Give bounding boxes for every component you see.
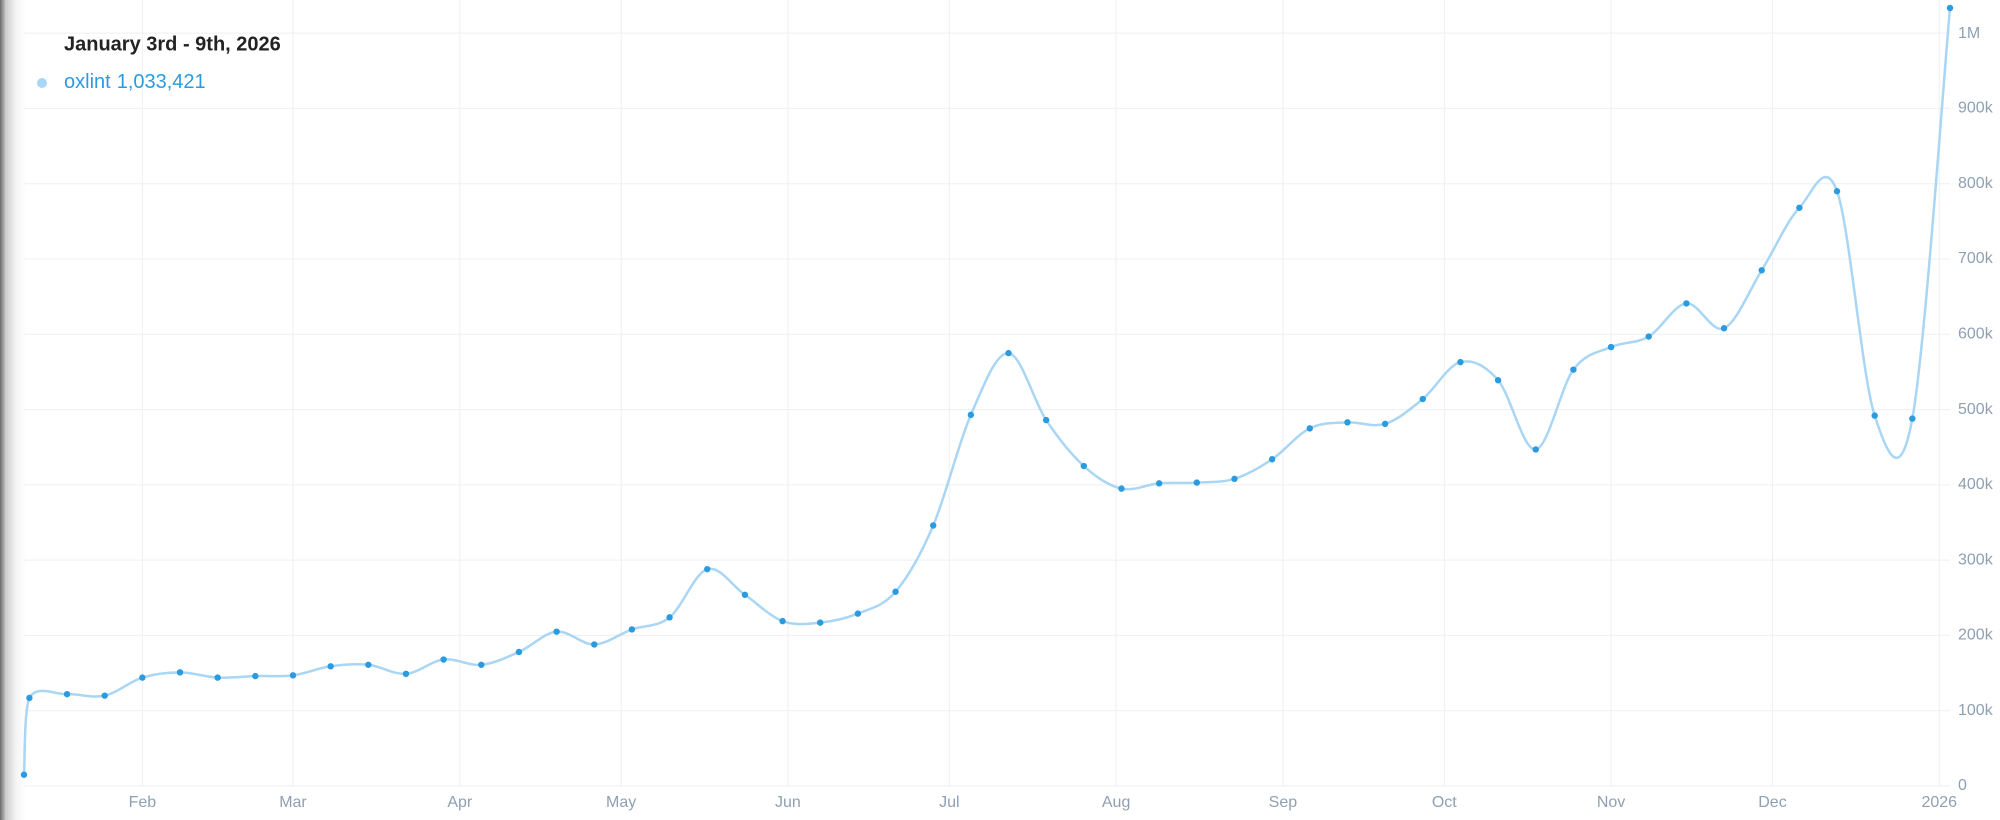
y-tick-label: 900k [1958, 100, 1994, 117]
x-tick-label: 2026 [1921, 794, 1957, 811]
data-point [1005, 349, 1012, 357]
data-point [779, 617, 786, 625]
data-point [1344, 419, 1351, 426]
x-tick-label: Dec [1758, 794, 1786, 811]
data-point [553, 628, 560, 635]
data-point [1419, 395, 1426, 403]
grid: 0 100k 200k 300k 400k 500k 600k 700k 800k 900k 1M F… [24, 0, 1994, 811]
data-point [26, 694, 33, 702]
data-point [365, 661, 372, 668]
edge-shadow [0, 0, 26, 820]
data-point [327, 663, 334, 670]
data-point [666, 614, 673, 621]
y-tick-label: 0 [1958, 777, 1967, 794]
legend-entry: oxlint 1,033,421 [64, 71, 206, 93]
data-point [817, 619, 824, 626]
series-line [22, 7, 1952, 775]
x-tick-label: Oct [1432, 794, 1457, 811]
x-tick-label: May [606, 794, 636, 811]
tooltip-legend: January 3rd - 9th, 2026 oxlint 1,033,421 [37, 33, 281, 93]
data-point [20, 771, 28, 778]
data-point [1796, 204, 1803, 211]
data-point [1080, 462, 1088, 470]
data-point [741, 591, 749, 598]
y-tick-label: 400k [1958, 476, 1994, 493]
data-point [214, 674, 221, 681]
data-point [1494, 377, 1502, 384]
data-point [515, 648, 523, 656]
y-tick-label: 200k [1958, 627, 1994, 644]
x-tick-label: Sep [1269, 794, 1298, 811]
y-tick-label: 500k [1958, 401, 1994, 418]
x-tick-label: Feb [129, 794, 157, 811]
y-tick-label: 1M [1958, 25, 1980, 42]
data-point [1871, 412, 1878, 419]
data-point [1155, 480, 1163, 487]
data-point [440, 656, 447, 663]
y-tick-label: 700k [1958, 250, 1994, 267]
data-point [1720, 325, 1728, 332]
data-point [1645, 333, 1652, 340]
data-point [139, 674, 146, 681]
data-point [628, 626, 636, 633]
data-point [1118, 485, 1125, 492]
x-tick-label: Jun [775, 794, 801, 811]
data-point [967, 411, 975, 419]
data-point [252, 672, 259, 680]
data-point [1268, 456, 1276, 463]
data-point [1231, 475, 1238, 483]
data-point [591, 641, 598, 648]
data-point [1570, 366, 1577, 373]
data-point [930, 522, 937, 529]
y-tick-label: 800k [1958, 175, 1994, 192]
data-point [478, 661, 485, 668]
y-tick-label: 300k [1958, 551, 1994, 568]
x-tick-label: Nov [1597, 794, 1625, 811]
data-point [892, 588, 899, 595]
y-tick-label: 100k [1958, 702, 1994, 719]
data-point [176, 669, 184, 676]
data-point [1909, 415, 1916, 422]
x-tick-label: Jul [939, 794, 959, 811]
data-point [704, 565, 711, 573]
data-point [1758, 267, 1765, 274]
data-point [402, 670, 410, 678]
plot [20, 4, 1954, 778]
data-point [101, 692, 108, 699]
data-point [63, 690, 71, 698]
data-point [854, 610, 862, 617]
x-tick-label: Aug [1102, 794, 1130, 811]
data-point [1532, 446, 1539, 453]
data-point [1946, 4, 1954, 12]
legend-value: 1,033,421 [117, 71, 206, 93]
data-point [1306, 425, 1313, 432]
data-point [1042, 416, 1050, 424]
tooltip-title: January 3rd - 9th, 2026 [64, 33, 281, 55]
legend-name: oxlint [64, 71, 111, 93]
x-tick-label: Mar [279, 794, 307, 811]
data-point [1457, 358, 1464, 366]
data-point [1607, 343, 1615, 351]
data-point [1683, 300, 1690, 307]
data-point [1193, 479, 1201, 486]
y-tick-label: 600k [1958, 325, 1994, 342]
x-tick-label: Apr [447, 794, 473, 811]
legend-swatch [37, 78, 47, 88]
data-point [289, 672, 297, 679]
data-point [1833, 188, 1841, 195]
data-point [1381, 420, 1389, 428]
